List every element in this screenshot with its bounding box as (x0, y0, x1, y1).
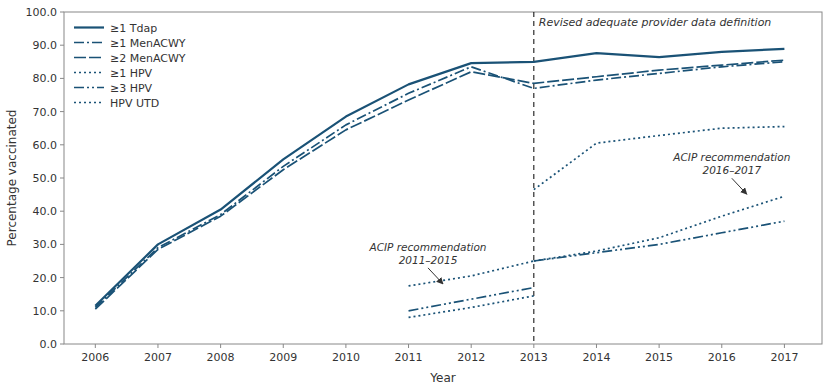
x-tick (408, 344, 409, 348)
x-tick-label: 2008 (207, 351, 235, 364)
annotation-arrow (428, 268, 443, 284)
x-tick-label: 2012 (457, 351, 485, 364)
legend-swatch (74, 42, 104, 44)
x-tick (471, 344, 472, 348)
y-tick-label: 60.0 (33, 139, 58, 152)
x-tick (95, 344, 96, 348)
legend-swatch (74, 26, 104, 28)
x-axis-label: Year (429, 371, 455, 385)
x-tick (784, 344, 785, 348)
y-tick (60, 277, 64, 278)
y-tick (60, 344, 64, 345)
y-tick-label: 70.0 (33, 106, 58, 119)
plot-frame (64, 12, 822, 344)
x-tick (659, 344, 660, 348)
y-axis-label: Percentage vaccinated (5, 110, 19, 247)
chart: 2006 2007 2008 2009 2010 2011 2012 2013 2014 2015… (0, 0, 838, 390)
y-tick (60, 244, 64, 245)
legend-label: HPV UTD (110, 97, 159, 110)
y-tick (60, 78, 64, 79)
legend-label: ≥2 MenACWY (110, 52, 186, 65)
x-tick-label: 2015 (645, 351, 673, 364)
x-tick (596, 344, 597, 348)
series-line (95, 49, 784, 306)
x-tick-label: 2009 (269, 351, 297, 364)
y-tick-label: 20.0 (33, 272, 58, 285)
x-tick (345, 344, 346, 348)
x-tick (721, 344, 722, 348)
y-axis: 0.0 10.0 20.0 30.0 40.0 50.0 60.0 70.0 80.0 90.0 1… (26, 6, 65, 351)
y-tick (60, 178, 64, 179)
annotation: ACIP recommendation2011–2015 (368, 241, 486, 266)
x-tick-label: 2006 (81, 351, 109, 364)
y-tick (60, 111, 64, 112)
y-tick-label: 50.0 (33, 172, 58, 185)
y-tick-label: 100.0 (26, 6, 58, 19)
x-tick-label: 2013 (520, 351, 548, 364)
y-tick-label: 30.0 (33, 238, 58, 251)
x-tick (157, 344, 158, 348)
x-tick-label: 2016 (708, 351, 736, 364)
y-tick-label: 90.0 (33, 39, 58, 52)
x-tick (533, 344, 534, 348)
legend-label: ≥1 MenACWY (110, 37, 186, 50)
annotation: ACIP recommendation2016–2017 (672, 151, 790, 176)
series-line (95, 60, 784, 309)
x-tick (220, 344, 221, 348)
legend-swatch (74, 87, 104, 89)
legend-label: ≥1 HPV (110, 67, 153, 80)
x-tick-label: 2014 (582, 351, 610, 364)
annotation-arrow (732, 178, 747, 194)
y-tick (60, 211, 64, 212)
legend-swatch (74, 72, 104, 74)
y-tick (60, 12, 64, 13)
legend-label: ≥1 Tdap (110, 22, 157, 35)
series-line (409, 196, 785, 317)
x-tick-label: 2011 (395, 351, 423, 364)
series-line (95, 62, 784, 308)
legend: ≥1 Tdap ≥1 MenACWY ≥2 MenACWY ≥1 HPV ≥3 HPV H… (74, 22, 186, 110)
y-tick (60, 144, 64, 145)
y-tick-label: 40.0 (33, 205, 58, 218)
legend-label: ≥3 HPV (110, 82, 153, 95)
x-tick (283, 344, 284, 348)
reference-line-label: Revised adequate provider data definitio… (539, 16, 772, 29)
y-tick (60, 45, 64, 46)
legend-swatch (74, 57, 104, 59)
plot-data (95, 12, 784, 344)
y-tick-label: 0.0 (40, 338, 58, 351)
x-tick-label: 2007 (144, 351, 172, 364)
series-line (409, 221, 785, 311)
x-tick-label: 2010 (332, 351, 360, 364)
x-axis: 2006 2007 2008 2009 2010 2011 2012 2013 2014 2015… (81, 344, 798, 364)
y-tick-label: 10.0 (33, 305, 58, 318)
y-tick-label: 80.0 (33, 72, 58, 85)
x-tick-label: 2017 (770, 351, 798, 364)
y-tick (60, 310, 64, 311)
legend-swatch (74, 102, 104, 104)
